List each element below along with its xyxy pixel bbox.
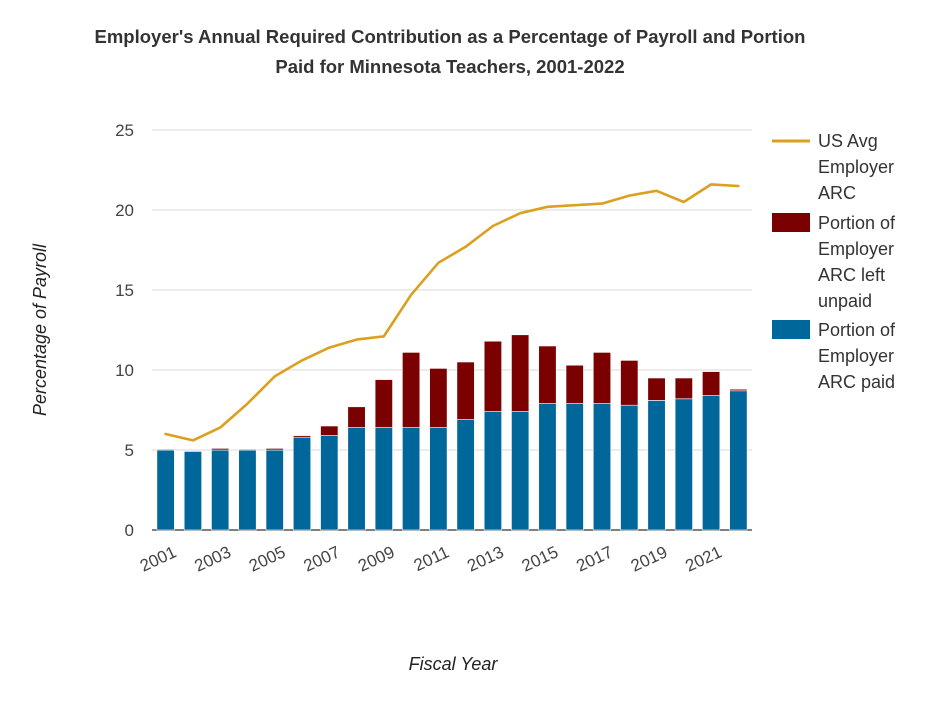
x-tick-label: 2013	[464, 542, 506, 575]
bar-unpaid	[265, 448, 284, 451]
us-avg-line	[164, 183, 740, 442]
bar-unpaid	[238, 448, 257, 451]
x-tick-label: 2015	[519, 542, 561, 575]
y-tick-label: 20	[115, 201, 134, 220]
bar-paid	[320, 435, 339, 531]
x-tick-label: 2005	[246, 542, 288, 575]
chart-title-line-1: Employer's Annual Required Contribution …	[94, 26, 806, 47]
bar-unpaid	[211, 448, 230, 451]
bar-unpaid	[456, 361, 475, 420]
bar-paid	[702, 395, 721, 531]
bar-unpaid	[402, 352, 421, 428]
bar-paid	[620, 404, 639, 531]
bar-unpaid	[483, 340, 502, 412]
x-tick-label: 2007	[301, 542, 343, 575]
bar-unpaid	[647, 377, 666, 401]
legend-swatch-box	[772, 213, 810, 232]
y-tick-label: 0	[125, 521, 134, 540]
y-tick-label: 25	[115, 121, 134, 140]
chart-title: Employer's Annual Required Contribution …	[40, 22, 860, 82]
legend-label: US Avg	[818, 131, 878, 151]
bar-paid	[456, 419, 475, 531]
bar-unpaid	[592, 352, 612, 404]
x-tick-label: 2001	[137, 542, 179, 575]
bar-unpaid	[620, 360, 639, 406]
legend-label: Employer	[818, 239, 894, 259]
legend-swatch-box	[772, 320, 810, 339]
bar-paid	[511, 411, 530, 531]
bar-unpaid	[320, 425, 339, 436]
bar-series	[156, 334, 748, 531]
bar-unpaid	[347, 406, 366, 428]
legend-label: Portion of	[818, 213, 896, 233]
line-series	[164, 183, 740, 442]
bar-unpaid	[292, 435, 312, 438]
bar-paid	[483, 411, 502, 531]
bar-unpaid	[565, 364, 584, 404]
bar-unpaid	[183, 450, 202, 452]
y-axis-title: Percentage of Payroll	[30, 243, 50, 416]
y-tick-label: 10	[115, 361, 134, 380]
y-tick-labels: 0 5 10 15 20 25	[115, 121, 134, 540]
bar-unpaid	[429, 368, 448, 428]
x-tick-label: 2021	[682, 542, 724, 575]
bar-paid	[429, 427, 448, 531]
bar-unpaid	[538, 345, 557, 404]
bar-paid	[592, 403, 612, 531]
legend-label: ARC	[818, 183, 856, 203]
legend-label: ARC left	[818, 265, 885, 285]
bar-paid	[565, 403, 584, 531]
bar-paid	[156, 449, 175, 531]
x-tick-label: 2017	[573, 542, 615, 575]
bar-unpaid	[674, 377, 693, 400]
bar-unpaid	[729, 388, 748, 392]
bar-paid	[347, 427, 366, 531]
x-tick-label: 2011	[411, 542, 452, 575]
chart-title-line-2: Paid for Minnesota Teachers, 2001-2022	[275, 56, 625, 77]
x-tick-label: 2003	[192, 542, 234, 575]
bar-paid	[211, 449, 230, 531]
bar-paid	[647, 400, 666, 531]
legend: US Avg Employer ARC Portion of Employer ARC l…	[772, 131, 896, 392]
legend-label: Portion of	[818, 320, 896, 340]
bar-paid	[538, 403, 557, 531]
bar-paid	[265, 449, 284, 531]
y-tick-label: 5	[125, 441, 134, 460]
bar-unpaid	[156, 448, 175, 451]
legend-label: Employer	[818, 157, 894, 177]
bar-unpaid	[511, 334, 530, 412]
bar-unpaid	[374, 379, 393, 428]
legend-label: ARC paid	[818, 372, 895, 392]
x-tick-label: 2019	[628, 542, 670, 575]
x-tick-label: 2009	[355, 542, 397, 575]
bar-paid	[374, 427, 393, 531]
legend-label: unpaid	[818, 291, 872, 311]
bar-paid	[729, 390, 748, 531]
y-tick-label: 15	[115, 281, 134, 300]
legend-label: Employer	[818, 346, 894, 366]
bar-paid	[674, 398, 693, 531]
x-axis-title: Fiscal Year	[409, 654, 499, 674]
bar-unpaid	[702, 371, 721, 396]
bar-paid	[292, 436, 312, 531]
bar-paid	[238, 449, 257, 531]
bar-paid	[402, 427, 421, 531]
bar-paid	[183, 451, 202, 531]
x-tick-labels: 2001 2003 2005 2007 2009 2011 2013 2015 2017 2019…	[137, 542, 725, 575]
